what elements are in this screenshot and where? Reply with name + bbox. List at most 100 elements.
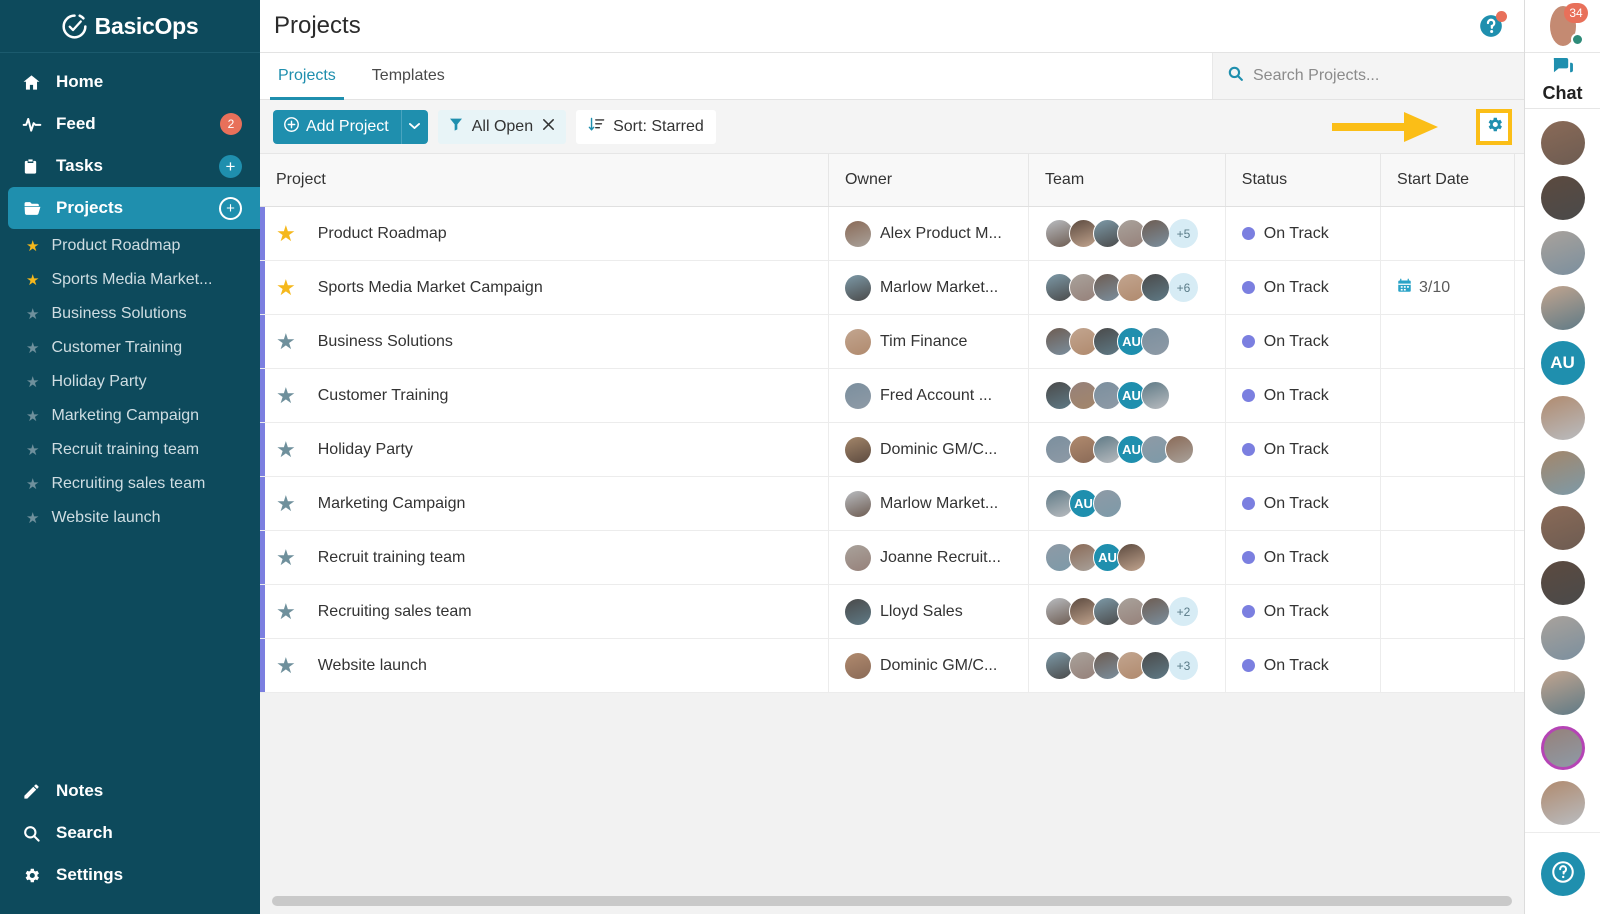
filter-chip-all-open[interactable]: All Open [437,109,567,144]
projects-table-scroll[interactable]: Project Owner Team Status Start Date Due… [260,153,1524,896]
cell-team[interactable]: AU [1028,476,1226,531]
cell-project[interactable]: ★ Holiday Party [260,422,829,477]
column-header-due-date[interactable]: Due Date [1514,153,1524,207]
horizontal-scrollbar-thumb[interactable] [272,896,1512,906]
add-project-dropdown-button[interactable] [400,109,428,144]
chat-contact-avatar[interactable] [1540,176,1585,220]
sidebar-project-item[interactable]: ★ Customer Training [0,331,260,365]
cell-status[interactable]: On Track [1225,638,1382,693]
brand-logo-area[interactable]: BasicOps [0,0,260,53]
chat-contact-list[interactable]: AU [1525,109,1600,880]
star-outline-icon[interactable]: ★ [26,339,40,357]
chat-contact-avatar[interactable] [1540,561,1585,605]
column-header-team[interactable]: Team [1028,153,1226,207]
cell-owner[interactable]: Tim Finance [828,314,1030,369]
star-outline-icon[interactable]: ★ [276,544,296,570]
cell-owner[interactable]: Dominic GM/C... [828,638,1030,693]
cell-status[interactable]: On Track [1225,530,1382,585]
team-overflow-count[interactable]: +6 [1169,273,1199,302]
table-row[interactable]: ★ Recruit training team Joanne Recruit... A… [260,530,1524,585]
project-name[interactable]: Sports Media Market Campaign [317,278,543,296]
add-task-button[interactable]: + [219,154,242,178]
column-header-status[interactable]: Status [1225,153,1382,207]
cell-start-date[interactable] [1380,530,1516,585]
cell-project[interactable]: ★ Customer Training [260,368,829,423]
search-bar[interactable] [1212,53,1524,99]
cell-due-date[interactable] [1514,638,1524,693]
sidebar-item-search[interactable]: Search [0,812,260,854]
tab-templates[interactable]: Templates [354,53,463,99]
cell-start-date[interactable] [1380,638,1516,693]
cell-team[interactable]: AU [1028,368,1226,423]
table-row[interactable]: ★ Holiday Party Dominic GM/C... AU On Track [260,422,1524,477]
cell-status[interactable]: On Track [1225,314,1382,369]
star-outline-icon[interactable]: ★ [26,407,40,425]
cell-due-date[interactable] [1514,584,1524,639]
sidebar-project-item[interactable]: ★ Business Solutions [0,297,260,331]
table-row[interactable]: ★ Business Solutions Tim Finance AU On Track [260,314,1524,369]
sidebar-project-item[interactable]: ★ Holiday Party [0,365,260,399]
cell-start-date[interactable] [1380,368,1516,423]
cell-owner[interactable]: Fred Account ... [828,368,1030,423]
cell-team[interactable]: AU [1028,530,1226,585]
star-outline-icon[interactable]: ★ [276,490,296,516]
star-outline-icon[interactable]: ★ [26,475,40,493]
cell-due-date[interactable] [1514,314,1524,369]
cell-status[interactable]: On Track [1225,368,1382,423]
horizontal-scrollbar-track[interactable] [260,896,1524,914]
cell-start-date[interactable] [1380,314,1516,369]
star-outline-icon[interactable]: ★ [276,382,296,408]
table-row[interactable]: ★ Website launch Dominic GM/C... +3 On Track [260,638,1524,693]
star-outline-icon[interactable]: ★ [26,305,40,323]
sort-chip[interactable]: Sort: Starred [576,109,716,144]
sidebar-project-item[interactable]: ★ Product Roadmap [0,229,260,263]
cell-team[interactable]: +2 [1028,584,1226,639]
cell-start-date[interactable] [1380,476,1516,531]
star-filled-icon[interactable]: ★ [26,271,40,289]
chat-contact-avatar[interactable] [1540,451,1585,495]
chat-contact-avatar[interactable] [1540,231,1585,275]
cell-team[interactable]: AU [1028,422,1226,477]
project-name[interactable]: Website launch [317,656,427,674]
table-row[interactable]: ★ Recruiting sales team Lloyd Sales +2 On Tr… [260,584,1524,639]
team-overflow-count[interactable]: +2 [1169,597,1199,626]
cell-owner[interactable]: Dominic GM/C... [828,422,1030,477]
star-filled-icon[interactable]: ★ [26,237,40,255]
chat-contact-avatar[interactable] [1540,781,1585,825]
sidebar-item-feed[interactable]: Feed 2 [0,103,260,145]
column-header-owner[interactable]: Owner [828,153,1030,207]
chat-contact-avatar[interactable] [1540,121,1585,165]
current-user-avatar-area[interactable]: 34 [1525,0,1600,53]
cell-owner[interactable]: Alex Product M... [828,206,1030,261]
star-outline-icon[interactable]: ★ [276,652,296,678]
chat-contact-avatar[interactable] [1540,286,1585,330]
cell-team[interactable]: +5 [1028,206,1226,261]
add-project-button[interactable]: Add Project [273,109,401,144]
chat-contact-avatar[interactable] [1540,396,1585,440]
cell-project[interactable]: ★ Website launch [260,638,829,693]
star-outline-icon[interactable]: ★ [276,328,296,354]
cell-status[interactable]: On Track [1225,476,1382,531]
cell-owner[interactable]: Marlow Market... [828,476,1030,531]
table-row[interactable]: ★ Product Roadmap Alex Product M... +5 On Tr… [260,206,1524,261]
cell-start-date[interactable] [1380,206,1516,261]
help-circle-icon[interactable] [1474,9,1508,43]
cell-project[interactable]: ★ Marketing Campaign [260,476,829,531]
sidebar-item-home[interactable]: Home [0,61,260,103]
project-name[interactable]: Business Solutions [317,332,453,350]
project-name[interactable]: Product Roadmap [317,224,447,242]
help-fab-button[interactable] [1541,852,1585,896]
project-name[interactable]: Recruit training team [317,548,466,566]
chat-contact-avatar[interactable] [1540,506,1585,550]
cell-start-date[interactable]: 3/10 [1380,260,1516,315]
sidebar-project-item[interactable]: ★ Recruiting sales team [0,467,260,501]
cell-status[interactable]: On Track [1225,260,1382,315]
table-settings-button[interactable] [1476,108,1512,145]
sidebar-item-tasks[interactable]: Tasks + [0,145,260,187]
search-input[interactable] [1253,67,1510,85]
tab-projects[interactable]: Projects [260,53,354,100]
sidebar-project-item[interactable]: ★ Marketing Campaign [0,399,260,433]
chat-header[interactable]: Chat [1525,53,1600,109]
star-outline-icon[interactable]: ★ [276,598,296,624]
team-overflow-count[interactable]: +3 [1169,651,1199,680]
